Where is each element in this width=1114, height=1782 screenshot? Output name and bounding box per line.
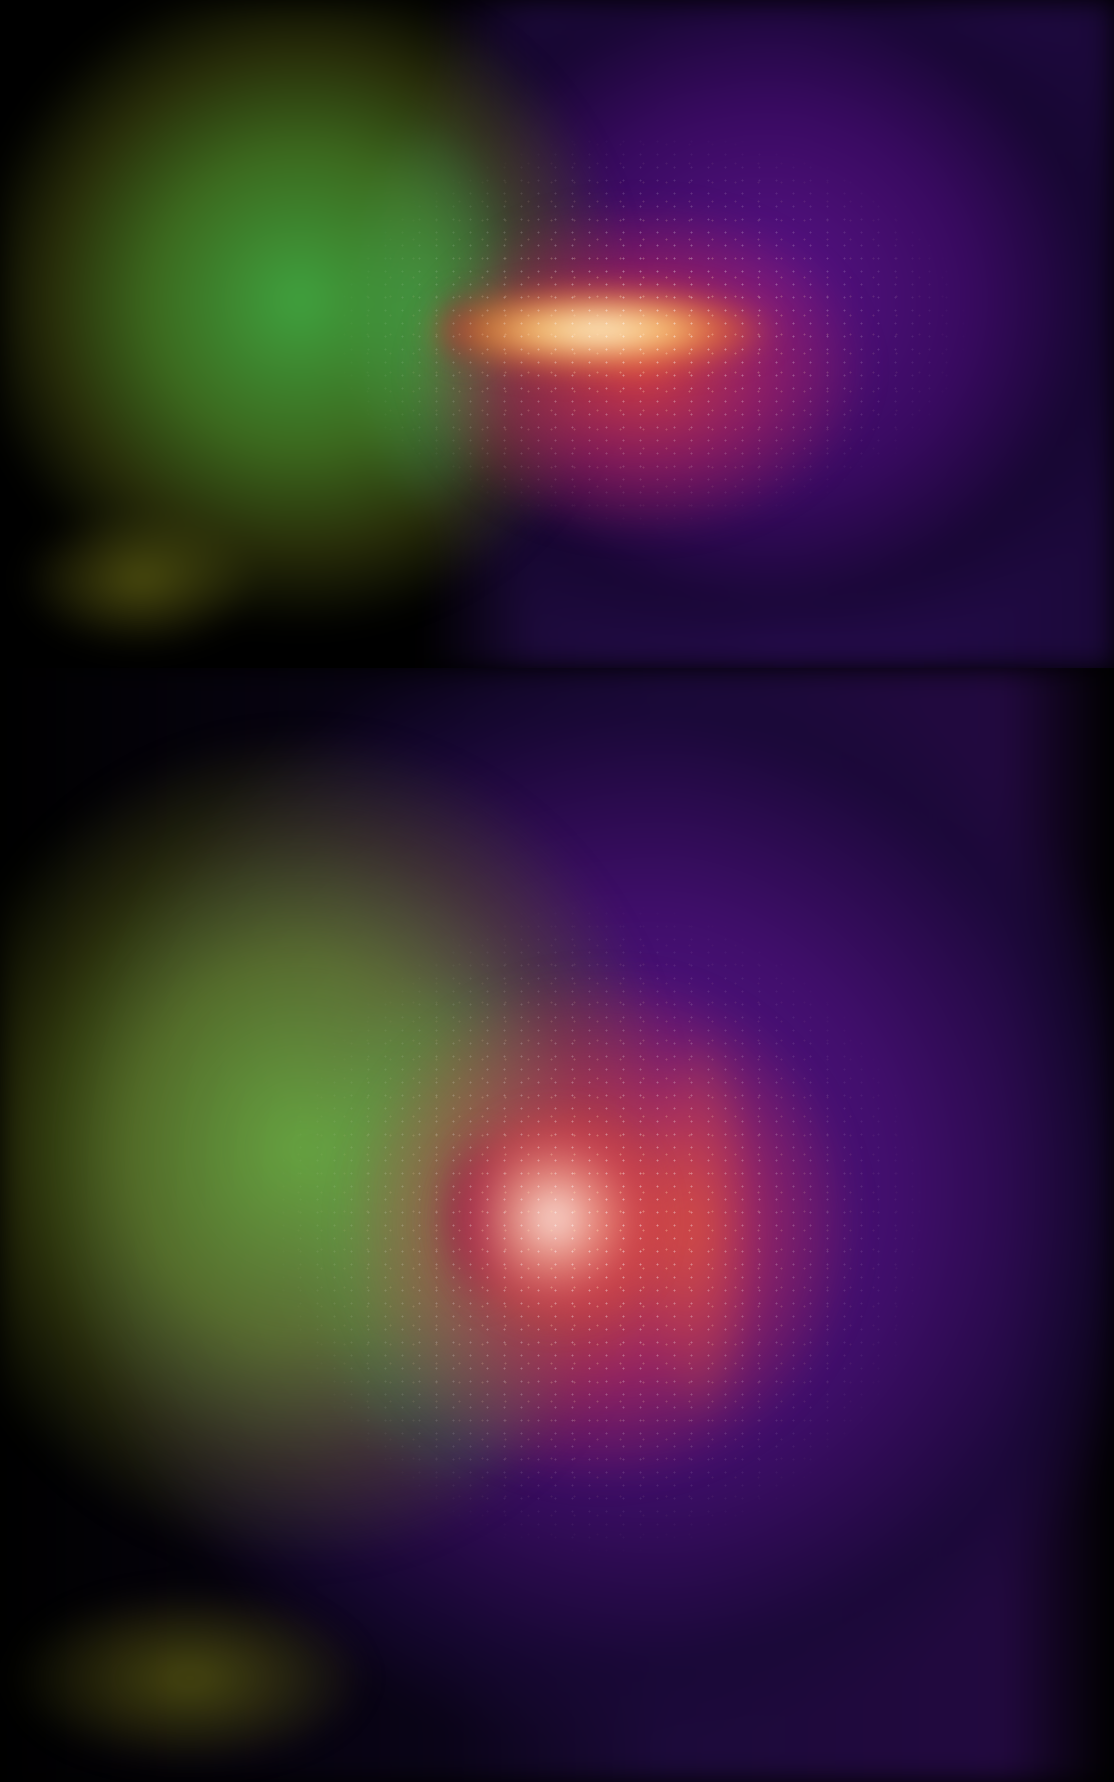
bright-core <box>0 0 1114 668</box>
bright-core <box>0 668 1114 1782</box>
top-panel <box>0 0 1114 668</box>
particles <box>0 668 1114 1782</box>
bottom-panel <box>0 668 1114 1782</box>
particles <box>0 0 1114 668</box>
